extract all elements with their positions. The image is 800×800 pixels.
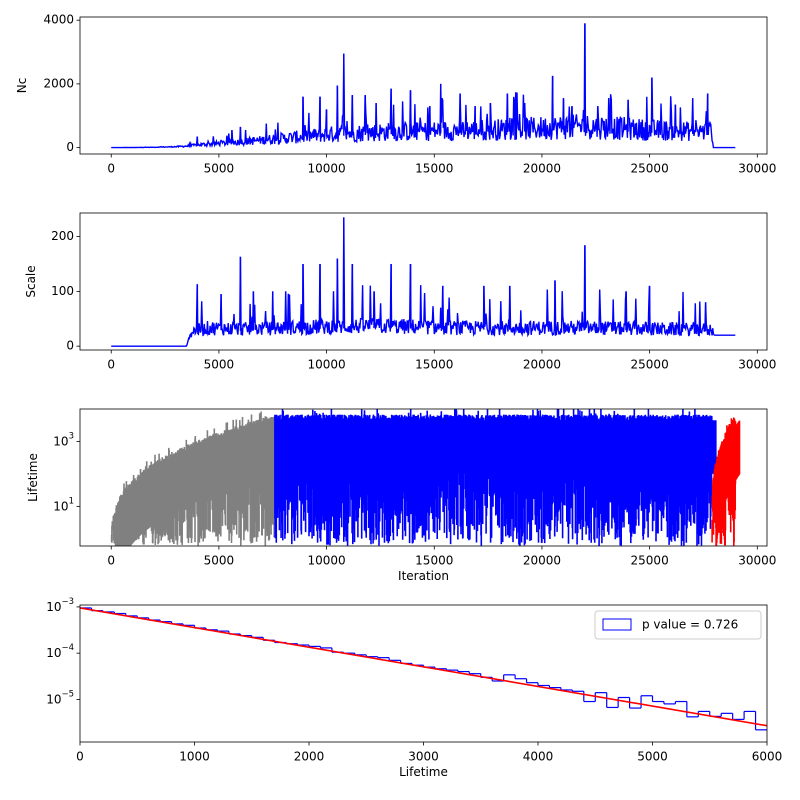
legend-box: [594, 610, 762, 640]
y-tick-label: 200: [51, 229, 74, 243]
x-tick-label: 20000: [523, 554, 561, 568]
y-tick-label: 0: [66, 339, 74, 353]
y-axis-label: Nc: [15, 78, 29, 94]
y-tick-label: 10−5: [46, 689, 74, 706]
nc-chart: 0 5000 10000 15000 20000 25000 30000 0 2000 4000 N…: [15, 13, 776, 176]
x-tick-label: 3000: [408, 750, 439, 764]
y-tick-label: 2000: [43, 76, 74, 90]
x-tick-label: 25000: [631, 554, 669, 568]
x-tick-label: 30000: [738, 554, 776, 568]
x-tick-label: 0: [107, 358, 115, 372]
x-tick-label: 25000: [631, 358, 669, 372]
x-tick-label: 10000: [307, 554, 345, 568]
y-tick-label: 10−3: [46, 596, 74, 613]
data-series-line: [111, 217, 736, 347]
legend-swatch: [602, 618, 632, 631]
y-tick-label: 101: [53, 496, 74, 513]
lifetime-segment: [711, 417, 741, 546]
y-axis-label: Lifetime: [26, 453, 40, 502]
x-tick-label: 20000: [523, 358, 561, 372]
x-tick-label: 1000: [179, 750, 210, 764]
x-tick-label: 4000: [523, 750, 554, 764]
histogram-bars: [80, 607, 767, 731]
x-tick-label: 30000: [738, 162, 776, 176]
y-tick-label: 10−4: [46, 643, 74, 660]
x-tick-label: 0: [107, 554, 115, 568]
x-axis-label: Iteration: [398, 569, 449, 583]
x-tick-label: 25000: [631, 162, 669, 176]
plot-frame: [79, 16, 768, 155]
x-tick-label: 15000: [415, 162, 453, 176]
lifetime-segment: [110, 411, 280, 546]
scale-chart: 0 5000 10000 15000 20000 25000 30000 0 100 200 Sca…: [24, 212, 776, 372]
x-tick-label: 6000: [752, 750, 783, 764]
x-tick-label: 2000: [294, 750, 325, 764]
lifetime-series: [110, 409, 741, 546]
x-tick-label: 0: [76, 750, 84, 764]
lifetime-segment: [274, 409, 717, 546]
y-tick-label: 4000: [43, 13, 74, 27]
lifetime-histogram: 0 1000 2000 3000 4000 5000 6000 10−5 10−4 10−3 Lif…: [46, 596, 782, 779]
x-tick-label: 5000: [637, 750, 668, 764]
x-tick-label: 0: [107, 162, 115, 176]
y-tick-label: 100: [51, 284, 74, 298]
lifetime-chart: 0 5000 10000 15000 20000 25000 30000 101 103 Life…: [26, 408, 776, 583]
x-tick-label: 10000: [307, 162, 345, 176]
x-tick-label: 5000: [204, 162, 235, 176]
y-axis-label: Scale: [24, 265, 38, 297]
x-tick-label: 30000: [738, 358, 776, 372]
fit-line: [80, 607, 767, 727]
data-series-line: [111, 23, 736, 149]
plot-frame: [79, 212, 768, 351]
x-tick-label: 5000: [204, 358, 235, 372]
x-tick-label: 15000: [415, 358, 453, 372]
y-tick-label: 0: [66, 140, 74, 154]
x-tick-label: 5000: [204, 554, 235, 568]
x-axis-label: Lifetime: [399, 765, 448, 779]
legend-label: p value = 0.726: [642, 618, 738, 632]
x-tick-label: 15000: [415, 554, 453, 568]
plot-frame: [79, 408, 768, 547]
legend: p value = 0.726: [594, 610, 762, 640]
x-tick-label: 10000: [307, 358, 345, 372]
x-tick-label: 20000: [523, 162, 561, 176]
y-tick-label: 103: [53, 431, 74, 448]
